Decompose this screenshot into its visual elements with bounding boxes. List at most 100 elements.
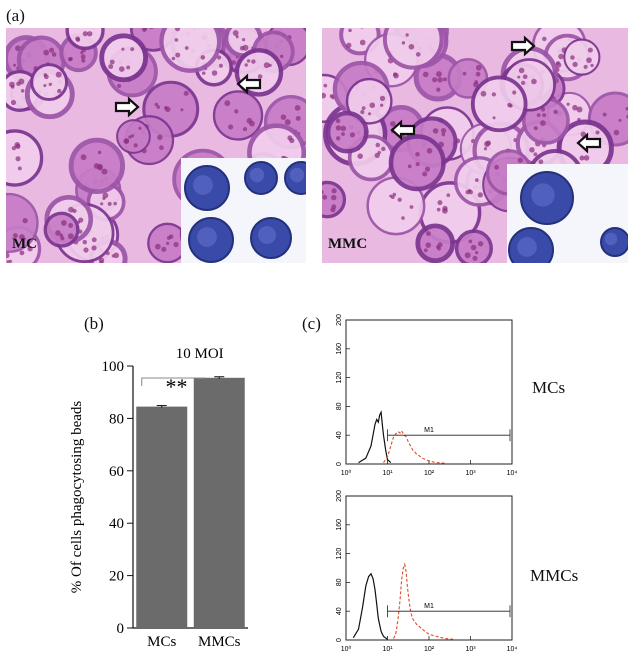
granule [27, 246, 33, 252]
granule [43, 49, 50, 56]
granule [113, 252, 120, 259]
x-tick-label: 10¹ [382, 470, 393, 477]
granule [149, 28, 154, 30]
granule [517, 75, 521, 79]
granule [401, 216, 405, 220]
granule [472, 255, 478, 261]
granule [251, 59, 256, 64]
granule [128, 135, 132, 139]
granule [55, 71, 62, 78]
granule [540, 120, 546, 126]
granule [154, 102, 159, 107]
granule [101, 168, 108, 175]
y-tick-label: 40 [109, 516, 124, 532]
granule [536, 113, 541, 118]
cell [99, 33, 149, 83]
granule [407, 164, 412, 169]
granule [361, 106, 366, 111]
granule [13, 63, 17, 67]
granule [474, 80, 479, 84]
granule [341, 132, 345, 136]
granule [422, 171, 428, 177]
arrow-shape [114, 96, 140, 118]
y-tick-label: 160 [336, 519, 343, 531]
granule [517, 157, 523, 163]
granule [20, 89, 25, 93]
granule [390, 121, 396, 127]
arrow-marker [510, 35, 536, 57]
granule [118, 66, 125, 72]
granule [239, 45, 245, 51]
granule [375, 142, 381, 148]
inset-cell-nucleus [289, 167, 305, 183]
granule [242, 126, 248, 132]
granule [200, 55, 206, 60]
cell [345, 77, 393, 125]
granule [625, 107, 628, 111]
cell [415, 223, 456, 263]
granule [441, 132, 446, 137]
granule [100, 202, 104, 206]
y-tick-label: 120 [336, 548, 343, 560]
granule [130, 47, 135, 52]
granule [164, 106, 171, 113]
granule [540, 107, 546, 112]
granule [437, 77, 443, 83]
granule [78, 217, 84, 223]
y-tick-label: 80 [109, 411, 124, 427]
arrow-marker [114, 96, 140, 118]
granule [435, 245, 440, 249]
granule [12, 233, 18, 239]
granule [107, 201, 112, 206]
granule [477, 192, 483, 198]
granule [48, 47, 55, 53]
y-tick-label: 60 [109, 464, 124, 480]
series-control [352, 572, 388, 640]
annotation-moi: 10 MOI [176, 346, 224, 362]
granule [570, 55, 575, 60]
granule [491, 92, 496, 97]
y-tick-label: 40 [336, 607, 343, 615]
granule [280, 54, 284, 59]
granule [323, 83, 328, 88]
granule [75, 37, 81, 42]
inset-cell-nucleus [517, 237, 537, 257]
granule [157, 134, 163, 140]
granule [174, 38, 179, 42]
granule [380, 103, 384, 107]
granule [494, 164, 499, 170]
granule [579, 155, 585, 161]
y-tick-label: 120 [336, 372, 343, 384]
granule [18, 78, 25, 85]
granule [542, 113, 547, 118]
granule [80, 54, 86, 60]
granule [393, 72, 398, 77]
granule [287, 135, 293, 141]
granule [108, 64, 114, 70]
granule [109, 59, 115, 65]
granule [415, 52, 421, 57]
granule [408, 43, 415, 50]
granule [10, 99, 17, 106]
cell [212, 90, 264, 141]
granule [22, 217, 28, 224]
granule [446, 193, 451, 198]
flow-histogram-mmcs: 0 40 80 120 160 200 10⁰ 10¹ 10² 10³ 10⁴ M1 [336, 490, 517, 653]
granule [470, 244, 477, 251]
granule [81, 58, 86, 63]
granule [263, 62, 270, 69]
granule [8, 259, 13, 263]
y-tick-label: 40 [336, 431, 343, 439]
granule [284, 119, 291, 126]
granule [437, 200, 443, 206]
granule [173, 241, 179, 248]
granule [613, 129, 620, 136]
granule [440, 128, 447, 134]
granule [520, 80, 526, 86]
granule [425, 231, 431, 236]
y-tick-label: 100 [102, 359, 125, 375]
row-label-mmcs: MMCs [530, 566, 579, 585]
granule [228, 124, 234, 130]
granule [60, 220, 67, 226]
granule [492, 116, 496, 120]
